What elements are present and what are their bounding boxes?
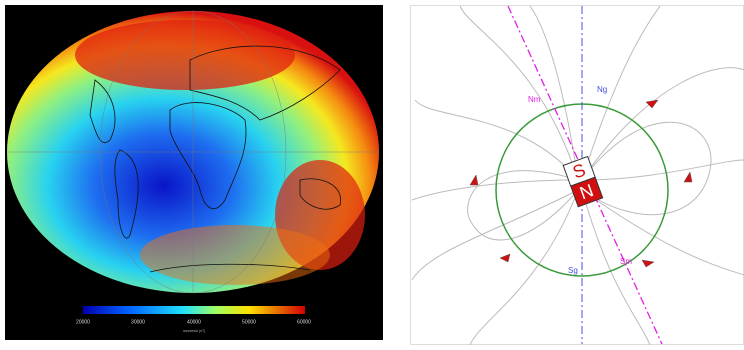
sg-label: Sg [568, 266, 578, 275]
ng-label: Ng [597, 85, 607, 94]
colorbar [83, 306, 305, 314]
page: 20000 30000 40000 50000 60000 nanotesla … [0, 0, 744, 345]
sm-label: Sm [620, 257, 632, 266]
north-anomaly [75, 20, 295, 90]
figure: 20000 30000 40000 50000 60000 nanotesla … [0, 0, 744, 345]
colorbar-tick: 50000 [242, 319, 256, 325]
nm-label: Nm [528, 95, 541, 104]
colorbar-tick: 40000 [187, 319, 201, 325]
colorbar-label: nanotesla (nT) [183, 329, 206, 333]
colorbar-tick: 30000 [131, 319, 145, 325]
colorbar-tick: 60000 [297, 319, 311, 325]
colorbar-tick: 20000 [76, 319, 90, 325]
antarctic-anomaly [140, 225, 330, 285]
